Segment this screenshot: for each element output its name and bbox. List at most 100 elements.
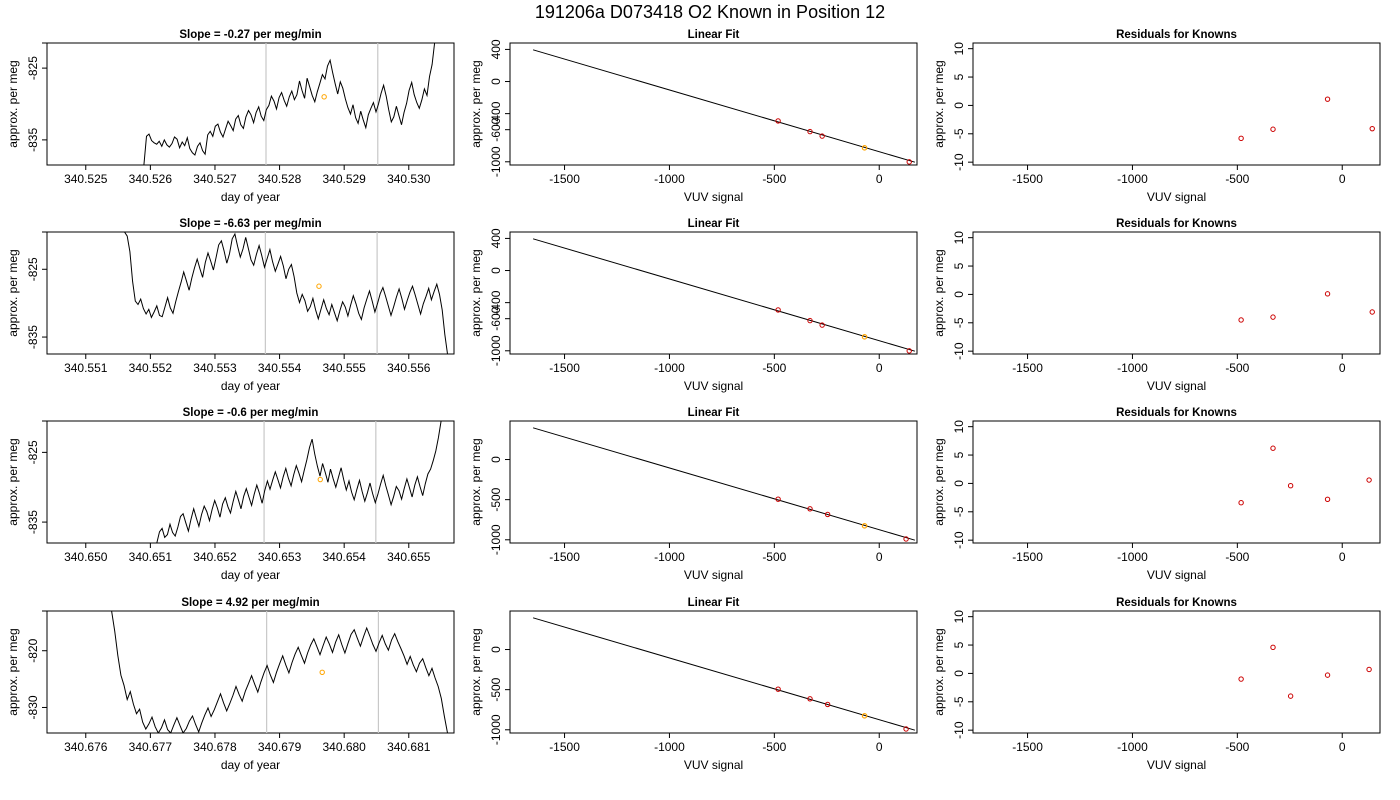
- x-axis-label: VUV signal: [1147, 758, 1206, 772]
- y-tick-label: 0: [489, 267, 503, 274]
- x-tick-label: 340.651: [129, 550, 173, 564]
- current-point: [861, 523, 868, 529]
- fit-line: [532, 238, 916, 352]
- x-tick-label: 340.552: [129, 361, 173, 375]
- y-tick-label: -600: [489, 117, 503, 141]
- x-tick-label: -500: [762, 740, 786, 754]
- y-tick-label: 10: [952, 610, 966, 624]
- x-tick-label: -1000: [654, 361, 685, 375]
- figure-title: 191206a D073418 O2 Known in Position 12: [535, 2, 885, 22]
- known-point: [1369, 309, 1375, 315]
- known-point: [1238, 676, 1244, 682]
- x-tick-label: 0: [1339, 740, 1346, 754]
- panel-resid-row-4: Residuals for Knowns VUV signal approx. pe…: [932, 597, 1381, 772]
- known-point: [807, 696, 813, 702]
- y-axis-label: approx. per meg: [932, 628, 946, 715]
- y-tick-label: -1000: [489, 335, 503, 366]
- x-tick-label: 0: [1339, 550, 1346, 564]
- x-axis-label: day of year: [221, 190, 280, 204]
- y-tick-label: -10: [952, 342, 966, 360]
- panel-title: Linear Fit: [688, 407, 740, 419]
- x-tick-label: -1000: [654, 172, 685, 186]
- known-point: [775, 496, 781, 502]
- x-tick-label: 0: [876, 361, 883, 375]
- panel-fit-row-4: Linear Fit VUV signal approx. per meg -1500…: [469, 597, 918, 772]
- known-point: [1270, 126, 1276, 132]
- y-axis-label: approx. per meg: [469, 438, 483, 525]
- x-tick-label: -1000: [654, 740, 685, 754]
- y-tick-label: -5: [952, 128, 966, 139]
- y-tick-label: 10: [952, 420, 966, 434]
- y-tick-label: -1000: [489, 524, 503, 555]
- known-point: [807, 317, 813, 324]
- x-tick-label: -500: [762, 361, 786, 375]
- x-tick-label: 340.526: [129, 172, 173, 186]
- known-point: [1366, 477, 1372, 483]
- y-tick-label: -10: [952, 721, 966, 739]
- x-tick-label: 340.677: [129, 740, 173, 754]
- panel-resid-row-1: Residuals for Knowns VUV signal approx. pe…: [932, 29, 1381, 204]
- y-tick-label: 0: [489, 78, 503, 85]
- known-point: [1287, 693, 1294, 699]
- panel-title: Linear Fit: [688, 29, 740, 41]
- x-axis-label: day of year: [221, 379, 280, 393]
- x-tick-label: -500: [1225, 740, 1249, 754]
- panel-title: Residuals for Knowns: [1116, 29, 1237, 41]
- plot-frame: [509, 610, 918, 734]
- known-point: [807, 128, 813, 135]
- panel-title: Residuals for Knowns: [1116, 407, 1237, 419]
- known-point: [1369, 125, 1375, 132]
- panel-title: Slope = -0.27 per meg/min: [179, 29, 321, 41]
- y-axis-label: approx. per meg: [932, 60, 946, 147]
- x-tick-label: 340.650: [64, 550, 108, 564]
- panel-time-row-4: Slope = 4.92 per meg/min day of year appro…: [6, 597, 455, 772]
- y-tick-label: -600: [489, 306, 503, 330]
- y-tick-label: 0: [952, 480, 966, 487]
- y-tick-label: 5: [952, 641, 966, 648]
- y-tick-label: -10: [952, 531, 966, 549]
- plot-frame: [509, 420, 918, 544]
- x-axis-label: VUV signal: [1147, 568, 1206, 582]
- y-tick-label: -10: [952, 153, 966, 171]
- y-tick-label: -400: [489, 290, 503, 314]
- y-tick-label: -400: [489, 101, 503, 125]
- x-tick-label: -500: [1225, 361, 1249, 375]
- known-point: [1366, 666, 1372, 673]
- x-tick-label: -1000: [1117, 550, 1148, 564]
- known-point: [1270, 445, 1276, 451]
- current-point: [316, 283, 322, 289]
- x-tick-label: 340.551: [64, 361, 108, 375]
- plot-frame: [972, 610, 1381, 734]
- y-axis-label: approx. per meg: [6, 438, 20, 525]
- x-axis-label: VUV signal: [684, 190, 743, 204]
- x-tick-label: -1500: [1012, 361, 1043, 375]
- panel-fit-row-1: Linear Fit VUV signal approx. per meg -1500…: [469, 29, 918, 204]
- x-tick-label: 340.527: [193, 172, 237, 186]
- y-axis-label: approx. per meg: [469, 60, 483, 147]
- panel-fit-row-2: Linear Fit VUV signal approx. per meg -1500…: [469, 218, 918, 393]
- x-tick-label: 340.676: [64, 740, 108, 754]
- y-axis-label: approx. per meg: [932, 438, 946, 525]
- y-tick-label: -830: [26, 695, 40, 719]
- x-tick-label: -500: [1225, 550, 1249, 564]
- y-tick-label: 400: [489, 39, 503, 59]
- panel-title: Slope = -6.63 per meg/min: [179, 218, 321, 230]
- time-series-line: [156, 421, 442, 543]
- y-axis-label: approx. per meg: [932, 249, 946, 336]
- fit-line: [532, 427, 916, 541]
- known-point: [775, 686, 781, 692]
- y-axis-label: approx. per meg: [469, 249, 483, 336]
- x-tick-label: 340.528: [258, 172, 302, 186]
- x-tick-label: 340.681: [387, 740, 431, 754]
- y-tick-label: -835: [26, 128, 40, 152]
- panel-resid-row-2: Residuals for Knowns VUV signal approx. pe…: [932, 218, 1381, 393]
- x-tick-label: -1500: [1012, 740, 1043, 754]
- y-tick-label: 5: [952, 73, 966, 80]
- y-tick-label: -5: [952, 317, 966, 328]
- known-point: [775, 307, 781, 313]
- panel-fit-row-3: Linear Fit VUV signal approx. per meg -1500…: [469, 407, 918, 582]
- x-tick-label: 340.556: [387, 361, 431, 375]
- panel-time-row-3: Slope = -0.6 per meg/min day of year appro…: [6, 407, 455, 582]
- x-tick-label: -500: [762, 172, 786, 186]
